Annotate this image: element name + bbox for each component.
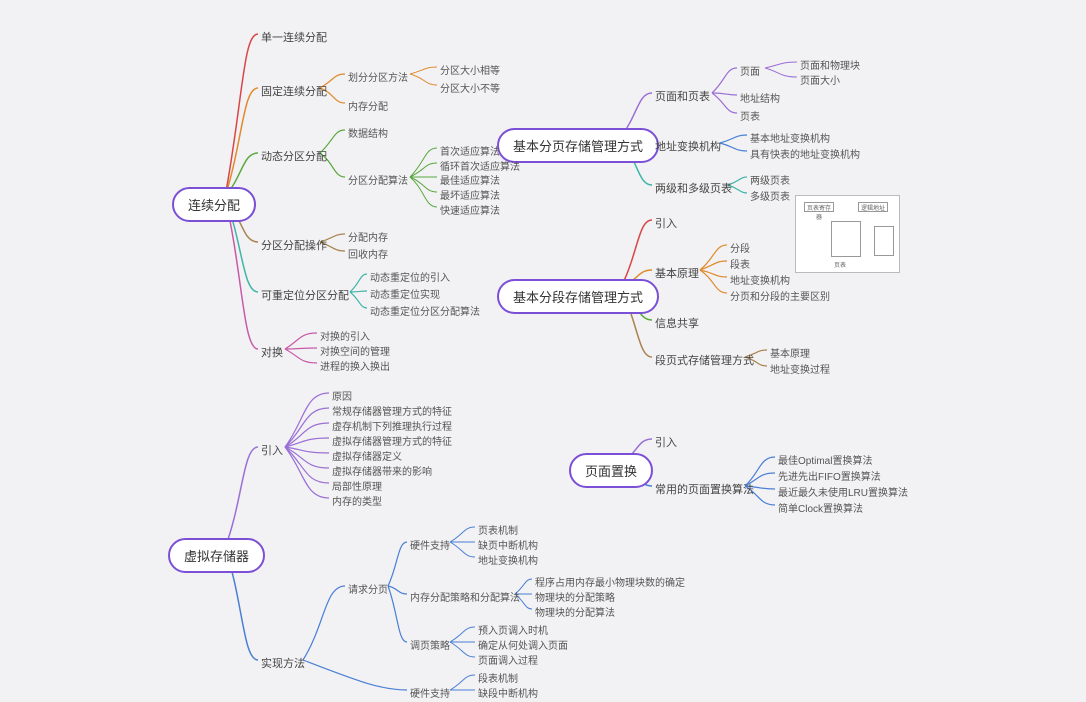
leaf-label: 地址结构 (740, 90, 780, 105)
leaf-label: 动态重定位实现 (370, 286, 440, 301)
leaf-label: 物理块的分配策略 (535, 589, 615, 604)
leaf-label: 内存的类型 (332, 493, 382, 508)
leaf-label: 最近最久未使用LRU置换算法 (778, 484, 908, 499)
branch-label: 固定连续分配 (261, 83, 327, 99)
leaf-label: 快速适应算法 (440, 202, 500, 217)
leaf-label: 调页策略 (410, 637, 450, 652)
leaf-label: 页面调入过程 (478, 652, 538, 667)
leaf-label: 进程的换入换出 (320, 358, 390, 373)
leaf-label: 最佳Optimal置换算法 (778, 452, 872, 467)
leaf-label: 最佳适应算法 (440, 172, 500, 187)
leaf-label: 数据结构 (348, 125, 388, 140)
leaf-label: 动态重定位分区分配算法 (370, 303, 480, 318)
embedded-diagram: 页表寄存器 逻辑地址 页表 (795, 195, 900, 273)
leaf-label: 内存分配策略和分配算法 (410, 589, 520, 604)
leaf-label: 缺段中断机构 (478, 685, 538, 700)
leaf-label: 分页和分段的主要区别 (730, 288, 830, 303)
branch-label: 常用的页面置换算法 (655, 481, 754, 497)
leaf-label: 局部性原理 (332, 478, 382, 493)
leaf-label: 地址变换过程 (770, 361, 830, 376)
branch-label: 引入 (655, 434, 677, 450)
leaf-label: 首次适应算法 (440, 143, 500, 158)
leaf-label: 对换的引入 (320, 328, 370, 343)
leaf-label: 回收内存 (348, 246, 388, 261)
root-node-r3[interactable]: 基本分段存储管理方式 (497, 279, 659, 314)
root-node-r2[interactable]: 基本分页存储管理方式 (497, 128, 659, 163)
branch-label: 引入 (261, 442, 283, 458)
leaf-label: 请求分页 (348, 581, 388, 596)
root-node-r5[interactable]: 页面置换 (569, 453, 653, 488)
leaf-label: 两级页表 (750, 172, 790, 187)
leaf-label: 段表 (730, 256, 750, 271)
leaf-label: 预入页调入时机 (478, 622, 548, 637)
leaf-label: 硬件支持 (410, 685, 450, 700)
leaf-label: 循环首次适应算法 (440, 158, 520, 173)
diagram-caption: 页表 (834, 260, 846, 269)
root-node-r4[interactable]: 虚拟存储器 (168, 538, 265, 573)
leaf-label: 程序占用内存最小物理块数的确定 (535, 574, 685, 589)
leaf-label: 分区大小不等 (440, 80, 500, 95)
branch-label: 单一连续分配 (261, 29, 327, 45)
leaf-label: 地址变换机构 (730, 272, 790, 287)
branch-label: 段页式存储管理方式 (655, 352, 754, 368)
leaf-label: 虚拟存储器定义 (332, 448, 402, 463)
leaf-label: 页表 (740, 108, 760, 123)
diagram-box (874, 226, 894, 256)
leaf-label: 虚存机制下列推理执行过程 (332, 418, 452, 433)
diagram-box (831, 221, 861, 257)
leaf-label: 虚拟存储器带来的影响 (332, 463, 432, 478)
leaf-label: 基本原理 (770, 345, 810, 360)
leaf-label: 常规存储器管理方式的特征 (332, 403, 452, 418)
leaf-label: 划分分区方法 (348, 69, 408, 84)
diagram-box: 页表寄存器 (804, 202, 834, 212)
leaf-label: 硬件支持 (410, 537, 450, 552)
branch-label: 分区分配操作 (261, 237, 327, 253)
leaf-label: 先进先出FIFO置换算法 (778, 468, 881, 483)
branch-label: 两级和多级页表 (655, 180, 732, 196)
leaf-label: 分区分配算法 (348, 172, 408, 187)
leaf-label: 分配内存 (348, 229, 388, 244)
leaf-label: 分段 (730, 240, 750, 255)
leaf-label: 分区大小相等 (440, 62, 500, 77)
leaf-label: 最坏适应算法 (440, 187, 500, 202)
leaf-label: 基本地址变换机构 (750, 130, 830, 145)
leaf-label: 具有快表的地址变换机构 (750, 146, 860, 161)
branch-label: 可重定位分区分配 (261, 287, 349, 303)
leaf-label: 对换空间的管理 (320, 343, 390, 358)
leaf-label: 原因 (332, 388, 352, 403)
leaf-label: 动态重定位的引入 (370, 269, 450, 284)
root-node-r1[interactable]: 连续分配 (172, 187, 256, 222)
leaf-label: 简单Clock置换算法 (778, 500, 863, 515)
leaf-label: 页表机制 (478, 522, 518, 537)
branch-label: 基本原理 (655, 265, 699, 281)
leaf-label: 段表机制 (478, 670, 518, 685)
branch-label: 地址变换机构 (655, 138, 721, 154)
branch-label: 对换 (261, 344, 283, 360)
branch-label: 动态分区分配 (261, 148, 327, 164)
leaf-label: 多级页表 (750, 188, 790, 203)
leaf-label: 缺页中断机构 (478, 537, 538, 552)
leaf-label: 物理块的分配算法 (535, 604, 615, 619)
leaf-label: 内存分配 (348, 98, 388, 113)
leaf-label: 页面大小 (800, 72, 840, 87)
branch-label: 信息共享 (655, 315, 699, 331)
diagram-box: 逻辑地址 (858, 202, 888, 212)
branch-label: 引入 (655, 215, 677, 231)
leaf-label: 地址变换机构 (478, 552, 538, 567)
branch-label: 实现方法 (261, 655, 305, 671)
leaf-label: 虚拟存储器管理方式的特征 (332, 433, 452, 448)
branch-label: 页面和页表 (655, 88, 710, 104)
leaf-label: 页面和物理块 (800, 57, 860, 72)
leaf-label: 页面 (740, 63, 760, 78)
leaf-label: 确定从何处调入页面 (478, 637, 568, 652)
